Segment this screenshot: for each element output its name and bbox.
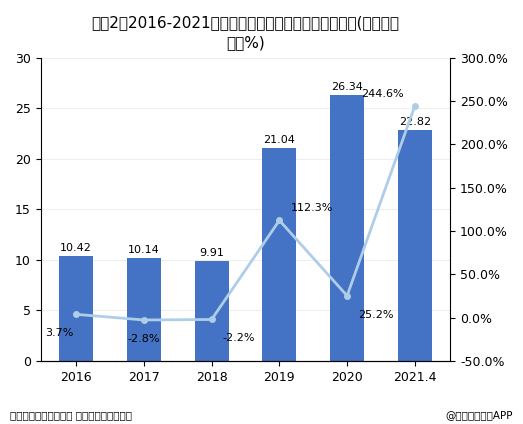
Text: 10.42: 10.42: [60, 243, 92, 253]
Text: 244.6%: 244.6%: [361, 89, 404, 99]
Text: 9.91: 9.91: [199, 248, 224, 258]
Text: -2.2%: -2.2%: [223, 333, 255, 343]
Text: 10.14: 10.14: [128, 245, 160, 255]
Text: 资料来源：国家统计局 前瞻产业研究院整理: 资料来源：国家统计局 前瞻产业研究院整理: [10, 410, 132, 420]
Bar: [398, 131, 432, 361]
Bar: [330, 95, 364, 361]
Title: 图表2：2016-2021年中国包装专用设备产量及增长情况(单位：万
台，%): 图表2：2016-2021年中国包装专用设备产量及增长情况(单位：万 台，%): [92, 15, 400, 50]
Text: @前瞻经济学人APP: @前瞻经济学人APP: [445, 410, 513, 420]
Text: 21.04: 21.04: [264, 135, 295, 145]
Text: 25.2%: 25.2%: [358, 310, 394, 320]
Bar: [127, 259, 161, 361]
Text: 26.34: 26.34: [331, 82, 363, 92]
Text: 3.7%: 3.7%: [45, 328, 73, 338]
Text: -2.8%: -2.8%: [128, 334, 160, 344]
Text: 112.3%: 112.3%: [290, 204, 333, 213]
Bar: [263, 148, 297, 361]
Text: 22.82: 22.82: [399, 117, 431, 127]
Bar: [59, 256, 93, 361]
Bar: [195, 261, 229, 361]
